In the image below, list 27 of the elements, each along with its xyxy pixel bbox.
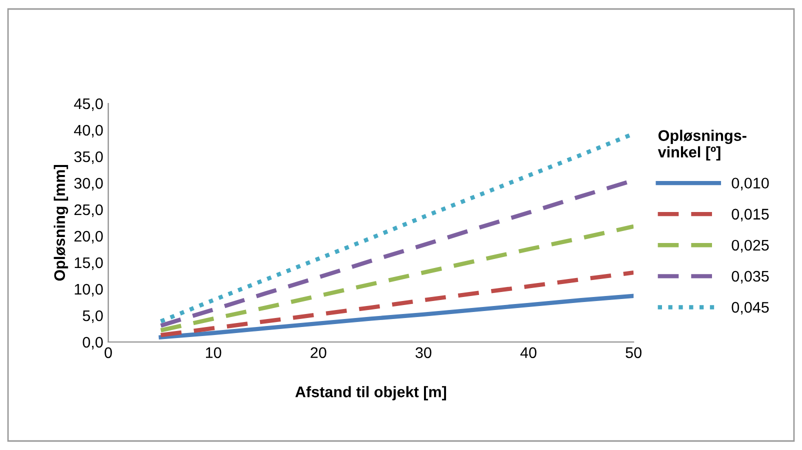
y-tick-label: 0,0	[82, 336, 103, 350]
y-axis-title: Opløsning [mm]	[54, 165, 68, 281]
legend-title: Opløsnings- vinkel [º]	[658, 130, 746, 161]
y-tick-label: 45,0	[74, 98, 103, 111]
x-tick-label: 30	[416, 347, 432, 358]
line-series	[158, 224, 634, 332]
line-series	[158, 270, 634, 338]
y-tick-label: 25,0	[74, 204, 103, 217]
x-tick-label: 20	[310, 347, 326, 358]
y-tick-label: 15,0	[74, 257, 103, 270]
legend-label: 0,035	[732, 270, 769, 284]
y-tick-label: 30,0	[74, 178, 103, 190]
line-series	[158, 294, 634, 340]
legend-label: 0,010	[732, 178, 769, 190]
y-tick-label: 10,0	[74, 284, 103, 296]
y-tick-label: 40,0	[74, 124, 103, 138]
x-tick-label: 0	[104, 347, 112, 358]
legend-label: 0,025	[732, 240, 769, 252]
x-tick-label: 10	[206, 347, 222, 358]
x-tick-label: 50	[626, 347, 642, 358]
x-tick-label: 40	[520, 347, 536, 358]
legend-label: 0,045	[732, 302, 769, 315]
x-axis-title: Afstand til objekt [m]	[295, 386, 446, 400]
y-tick-label: 35,0	[74, 151, 103, 164]
y-tick-label: 20,0	[74, 230, 103, 244]
y-tick-label: 5,0	[82, 310, 103, 323]
legend-label: 0,015	[732, 208, 769, 222]
